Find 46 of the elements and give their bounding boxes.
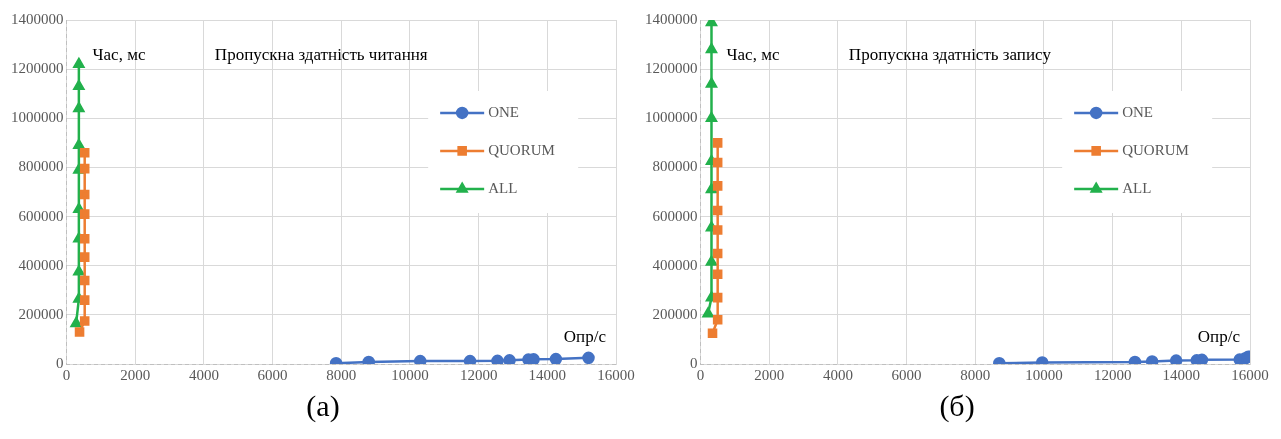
text: Пропускна здатність запису (848, 45, 1052, 65)
x-tick-label: 16000 (597, 366, 635, 383)
x-tick-label: 12000 (1093, 366, 1132, 383)
x-tick-label: 10000 (1025, 366, 1063, 383)
x-tick-label: 2000 (120, 366, 151, 383)
x-tick-label: 6000 (257, 366, 288, 383)
y-tick-label: 1000000 (645, 109, 698, 126)
legend-label: ALL (1122, 179, 1152, 196)
x-axis-title: Опр/с (1197, 327, 1241, 347)
y-tick-label: 1400000 (11, 10, 64, 27)
x-tick-label: 12000 (459, 366, 498, 383)
y-tick-label: 1000000 (11, 109, 64, 126)
text: (б) (939, 388, 975, 424)
y-tick-label: 0 (690, 354, 698, 371)
text: Пропускна здатність читання (214, 45, 428, 65)
y-axis-title: Час, мс (92, 45, 146, 65)
x-tick-label: 4000 (188, 366, 219, 383)
x-tick-label: 14000 (1162, 366, 1201, 383)
x-tick-label: 2000 (754, 366, 785, 383)
legend-label: ONE (1122, 103, 1153, 120)
text: (а) (306, 388, 340, 424)
y-tick-label: 1200000 (645, 60, 698, 77)
x-tick-label: 4000 (822, 366, 853, 383)
x-tick-label: 6000 (891, 366, 922, 383)
legend-label: ONE (488, 103, 519, 120)
x-tick-label: 8000 (960, 366, 991, 383)
y-tick-label: 800000 (652, 158, 698, 175)
y-tick-label: 400000 (18, 256, 64, 273)
legend-label: QUORUM (1122, 141, 1189, 158)
x-tick-label: 16000 (1231, 366, 1269, 383)
y-tick-label: 600000 (18, 207, 64, 224)
y-axis-title: Час, мс (726, 45, 780, 65)
y-tick-label: 200000 (18, 305, 64, 322)
y-tick-label: 1400000 (645, 10, 698, 27)
x-tick-label: 8000 (326, 366, 357, 383)
x-axis-title: Опр/с (563, 327, 607, 347)
y-tick-label: 0 (56, 354, 64, 371)
x-tick-label: 10000 (391, 366, 429, 383)
legend-label: ALL (488, 179, 518, 196)
y-tick-label: 600000 (652, 207, 698, 224)
y-tick-label: 400000 (652, 256, 698, 273)
legend-label: QUORUM (488, 141, 555, 158)
y-tick-label: 1200000 (11, 60, 64, 77)
y-tick-label: 800000 (18, 158, 64, 175)
y-tick-label: 200000 (652, 305, 698, 322)
x-tick-label: 14000 (528, 366, 567, 383)
